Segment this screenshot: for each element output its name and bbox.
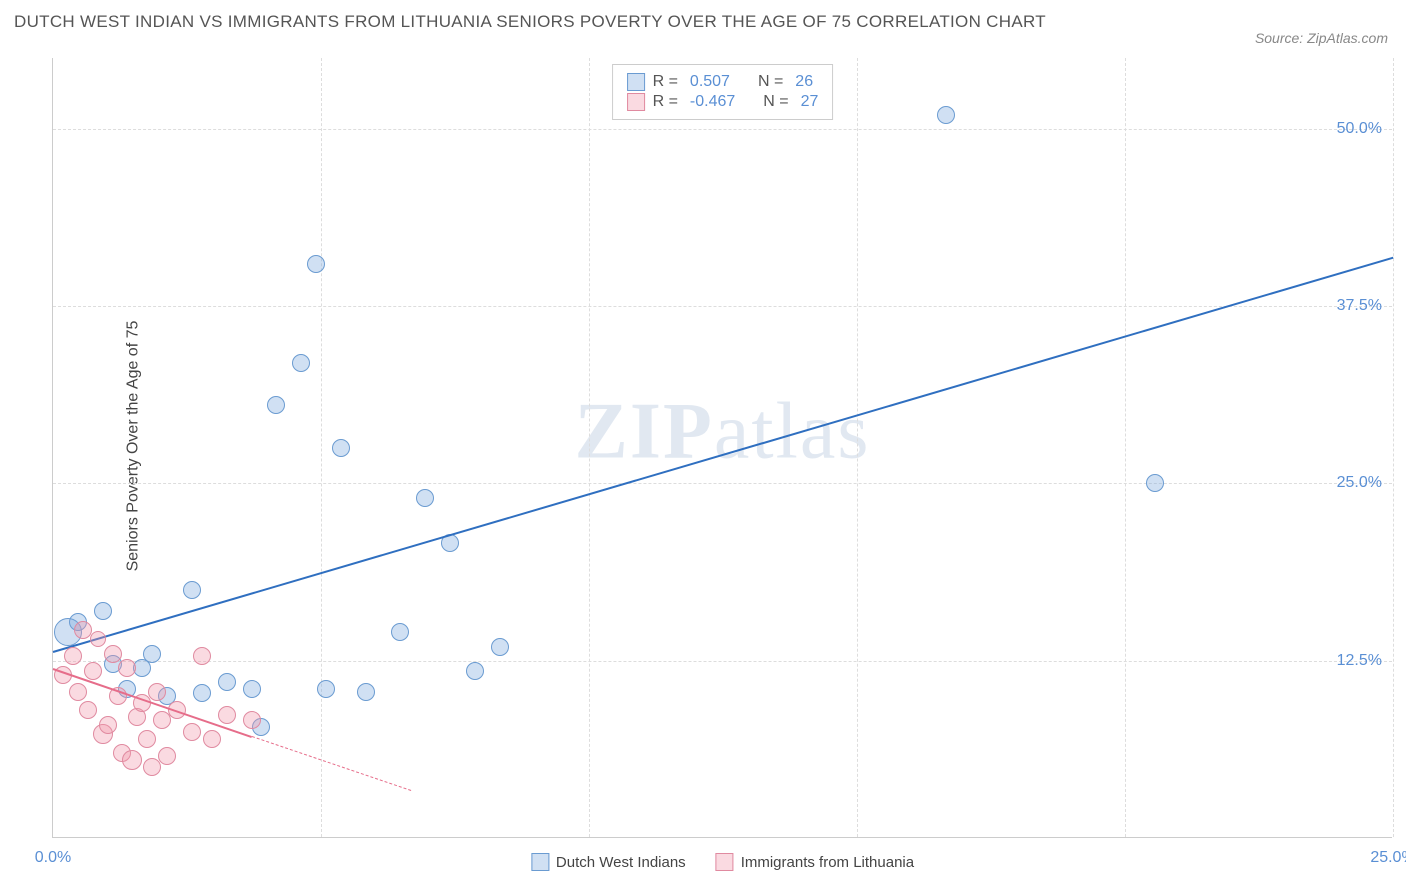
gridline-v <box>857 58 858 837</box>
data-point <box>118 659 136 677</box>
swatch-bottom-2 <box>716 853 734 871</box>
legend-item-1: Dutch West Indians <box>531 853 686 871</box>
data-point <box>391 623 409 641</box>
legend-row-series-1: R = 0.507 N = 26 <box>627 73 819 91</box>
data-point <box>267 396 285 414</box>
gridline-v <box>1125 58 1126 837</box>
data-point <box>218 673 236 691</box>
gridline-h <box>53 483 1392 484</box>
gridline-v <box>321 58 322 837</box>
data-point <box>332 439 350 457</box>
legend-item-2: Immigrants from Lithuania <box>716 853 914 871</box>
legend-row-series-2: R = -0.467 N = 27 <box>627 93 819 111</box>
y-tick-label: 37.5% <box>1337 297 1382 315</box>
data-point <box>158 747 176 765</box>
watermark: ZIPatlas <box>575 386 871 477</box>
source-credit: Source: ZipAtlas.com <box>1255 30 1388 46</box>
data-point <box>937 106 955 124</box>
gridline-v <box>589 58 590 837</box>
data-point <box>74 621 92 639</box>
plot-area: ZIPatlas R = 0.507 N = 26 R = -0.467 N =… <box>52 58 1392 838</box>
data-point <box>317 680 335 698</box>
data-point <box>79 701 97 719</box>
legend-bottom: Dutch West Indians Immigrants from Lithu… <box>531 853 914 871</box>
data-point <box>203 730 221 748</box>
trendline <box>251 736 410 791</box>
data-point <box>69 683 87 701</box>
swatch-series-1 <box>627 73 645 91</box>
data-point <box>104 645 122 663</box>
data-point <box>148 683 166 701</box>
gridline-h <box>53 306 1392 307</box>
data-point <box>491 638 509 656</box>
chart-title: DUTCH WEST INDIAN VS IMMIGRANTS FROM LIT… <box>14 12 1046 32</box>
data-point <box>183 723 201 741</box>
data-point <box>193 647 211 665</box>
data-point <box>122 750 142 770</box>
legend-correlation-box: R = 0.507 N = 26 R = -0.467 N = 27 <box>612 64 834 120</box>
y-tick-label: 50.0% <box>1337 120 1382 138</box>
swatch-bottom-1 <box>531 853 549 871</box>
data-point <box>416 489 434 507</box>
data-point <box>84 662 102 680</box>
data-point <box>307 255 325 273</box>
data-point <box>90 631 106 647</box>
y-tick-label: 25.0% <box>1337 474 1382 492</box>
x-tick-label: 25.0% <box>1370 849 1406 867</box>
data-point <box>1146 474 1164 492</box>
swatch-series-2 <box>627 93 645 111</box>
trendline <box>53 257 1394 653</box>
data-point <box>193 684 211 702</box>
data-point <box>357 683 375 701</box>
data-point <box>292 354 310 372</box>
x-tick-label: 0.0% <box>35 849 71 867</box>
gridline-v <box>1393 58 1394 837</box>
y-tick-label: 12.5% <box>1337 652 1382 670</box>
data-point <box>138 730 156 748</box>
data-point <box>218 706 236 724</box>
data-point <box>183 581 201 599</box>
data-point <box>243 711 261 729</box>
data-point <box>143 758 161 776</box>
data-point <box>99 716 117 734</box>
data-point <box>64 647 82 665</box>
data-point <box>243 680 261 698</box>
gridline-h <box>53 661 1392 662</box>
data-point <box>466 662 484 680</box>
data-point <box>94 602 112 620</box>
gridline-h <box>53 129 1392 130</box>
data-point <box>143 645 161 663</box>
